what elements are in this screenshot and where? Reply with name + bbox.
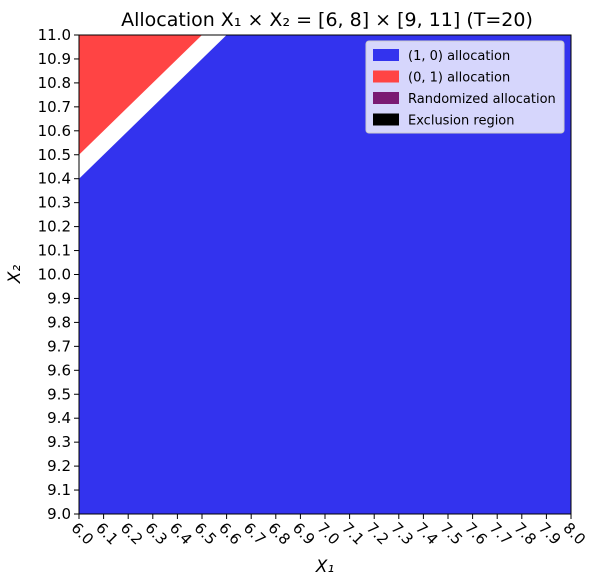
legend-swatch [373,49,399,61]
legend-swatch [373,113,399,126]
x-axis-label: X₁ [315,557,334,577]
x-tick-label: 8.0 [560,519,590,549]
x-tick-label: 7.2 [363,519,393,549]
x-tick-label: 7.6 [461,519,491,549]
legend: (1, 0) allocation (0, 1) allocation Random… [365,40,565,134]
y-tick-label: 10.5 [38,146,71,164]
region-1 [79,35,202,155]
y-tick-label: 10.7 [38,98,71,116]
x-tick-label: 6.2 [117,519,147,549]
y-tick-label: 9.7 [47,337,71,355]
x-tick-label: 6.1 [92,519,122,549]
x-tick-label: 6.6 [215,519,245,549]
y-tick-label: 9.5 [47,385,71,403]
y-axis: 9.0 9.1 9.2 9.3 9.4 9.5 9.6 9.7 9.8 9.9 10.0 10.1 10… [38,26,79,523]
legend-swatch [373,92,399,104]
y-tick-label: 10.3 [38,194,71,212]
legend-label: Exclusion region [408,114,515,129]
legend-label: (1, 0) allocation [408,49,510,64]
y-tick-label: 9.0 [47,505,71,523]
x-tick-label: 6.3 [141,519,171,549]
legend-label: Randomized allocation [408,92,556,107]
y-tick-label: 9.9 [47,289,71,307]
x-tick-label: 6.5 [191,519,221,549]
legend-label: (0, 1) allocation [408,71,510,86]
y-tick-label: 10.9 [38,50,71,68]
y-tick-label: 10.6 [38,122,71,140]
x-tick-label: 6.9 [289,519,319,549]
x-tick-label: 6.4 [166,519,196,549]
x-tick-label: 7.4 [412,519,442,549]
x-tick-label: 7.0 [314,519,344,549]
y-tick-label: 10.8 [38,74,71,92]
x-tick-label: 6.0 [68,519,98,549]
chart-title: Allocation X₁ × X₂ = [6, 8] × [9, 11] (T… [121,9,533,31]
plot-area [79,35,571,514]
x-tick-label: 7.5 [437,519,467,549]
x-tick-label: 7.7 [486,519,516,549]
x-tick-label: 7.8 [510,519,540,549]
y-tick-label: 10.2 [38,218,71,236]
y-tick-label: 9.8 [47,313,71,331]
y-tick-label: 9.1 [47,481,71,499]
x-tick-label: 6.7 [240,519,270,549]
y-tick-label: 10.1 [38,242,71,260]
y-tick-label: 10.0 [38,266,71,284]
x-tick-label: 7.3 [387,519,417,549]
y-tick-label: 9.2 [47,457,71,475]
legend-swatch [373,70,399,83]
y-tick-label: 9.6 [47,361,71,379]
x-axis: 6.06.16.26.36.46.56.66.76.86.97.07.17.27… [68,514,590,549]
x-tick-label: 7.9 [535,519,565,549]
legend-box [365,40,565,134]
x-tick-label: 6.8 [264,519,294,549]
y-tick-label: 11.0 [38,26,71,44]
x-tick-label: 7.1 [338,519,368,549]
y-tick-label: 9.4 [47,409,71,427]
y-tick-label: 9.3 [47,433,71,451]
y-tick-label: 10.4 [38,170,71,188]
y-axis-label: X₂ [5,265,25,285]
region-0 [79,35,571,514]
